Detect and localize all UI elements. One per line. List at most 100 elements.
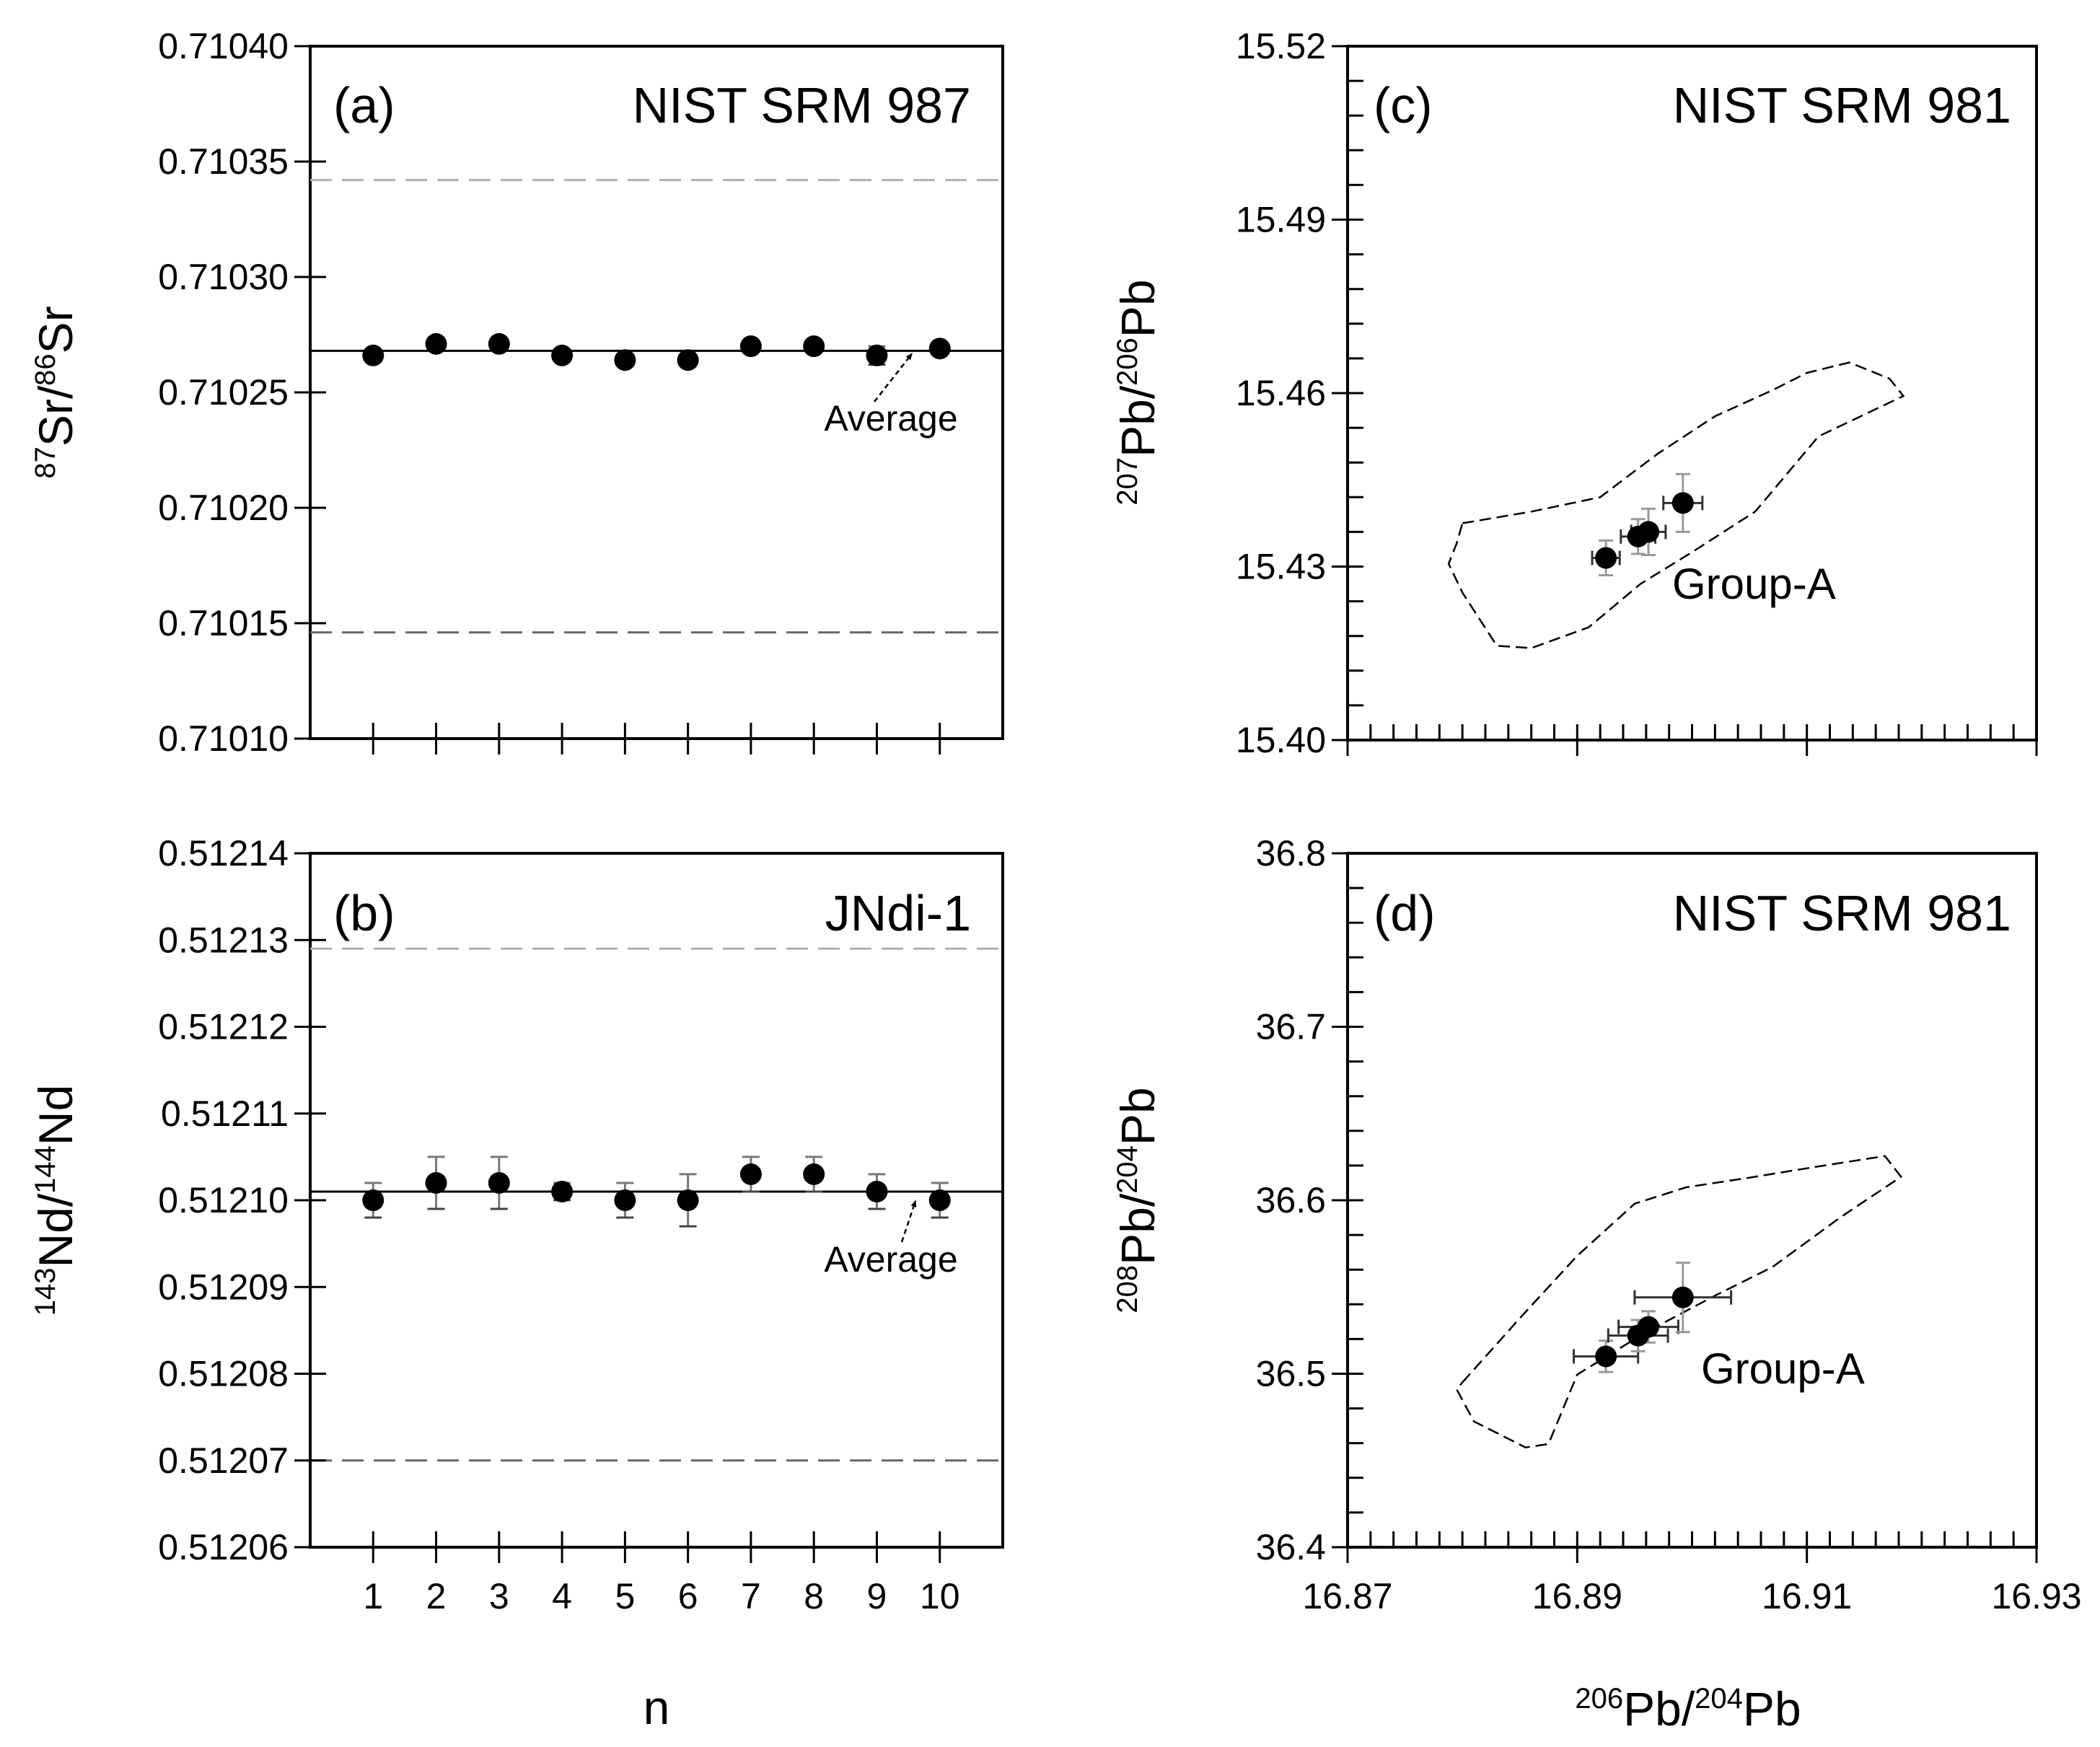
y-axis-title-base1: Pb/ xyxy=(1111,385,1164,457)
y-tick-labels: 15.40 15.43 15.46 15.49 15.52 xyxy=(1236,26,1326,760)
y-tick-label: 0.71010 xyxy=(158,718,289,759)
x-axis-title-base1: Pb/ xyxy=(1623,1682,1695,1735)
data-point xyxy=(928,338,951,360)
y-axis-title-sup1: 207 xyxy=(1112,457,1143,506)
data-point xyxy=(1595,1345,1617,1368)
data-point xyxy=(551,1180,574,1202)
standard-name: NIST SRM 981 xyxy=(1673,77,2011,133)
x-tick-label: 1 xyxy=(363,1576,383,1616)
y-tick-labels: 36.4 36.5 36.6 36.7 36.8 xyxy=(1256,833,1326,1567)
y-tick-label: 36.4 xyxy=(1256,1527,1326,1567)
y-axis-title-sup2: 86 xyxy=(30,353,61,386)
x-axis-title: n xyxy=(643,1681,670,1734)
panel-c-pb207-chart: 15.40 15.43 15.46 15.49 15.52 (c) NIST SRM 9… xyxy=(1111,26,2038,760)
standard-name: NIST SRM 981 xyxy=(1673,885,2011,941)
y-axis-title-base2: Nd xyxy=(29,1085,82,1145)
limit-lines xyxy=(310,947,1003,1462)
data-points xyxy=(362,333,951,371)
axis-ticks xyxy=(294,45,941,754)
plot-frame xyxy=(1346,852,2038,1549)
plot-frame xyxy=(309,852,1004,1549)
panel-a-sr-isotope-chart: 0.71010 0.71015 0.71020 0.71025 0.71030 0.710… xyxy=(29,26,1004,759)
x-axis-title: 206Pb/204Pb xyxy=(1575,1682,1801,1735)
x-tick-label: 10 xyxy=(920,1576,960,1616)
y-tick-label: 0.51211 xyxy=(161,1093,289,1134)
y-tick-label: 36.6 xyxy=(1256,1180,1326,1220)
data-point xyxy=(1671,492,1694,514)
average-annotation: Average xyxy=(824,1239,957,1280)
x-tick-labels: 1 2 3 4 5 6 7 8 9 10 xyxy=(363,1576,959,1616)
y-tick-label: 0.51213 xyxy=(158,920,289,960)
envelope-outline xyxy=(1455,1155,1903,1448)
envelope-outline xyxy=(1447,361,1905,649)
data-point xyxy=(425,1171,447,1194)
group-label: Group-A xyxy=(1701,1345,1865,1393)
x-tick-label: 7 xyxy=(741,1576,761,1616)
y-tick-label: 15.40 xyxy=(1236,720,1326,760)
y-axis-title: 87Sr/86Sr xyxy=(29,306,82,478)
y-tick-label: 0.51206 xyxy=(158,1527,289,1567)
x-tick-label: 2 xyxy=(426,1576,447,1616)
y-axis-title-sup1: 143 xyxy=(30,1268,61,1316)
y-tick-label: 0.71040 xyxy=(158,26,289,66)
y-tick-label: 0.51214 xyxy=(158,833,289,874)
x-axis-title-base2: Pb xyxy=(1743,1682,1801,1735)
y-tick-label: 15.43 xyxy=(1236,547,1326,587)
y-tick-labels: 0.71010 0.71015 0.71020 0.71025 0.71030 0.710… xyxy=(158,26,289,759)
panel-tag: (a) xyxy=(333,77,395,133)
error-bars xyxy=(364,340,949,366)
x-tick-label: 5 xyxy=(615,1576,635,1616)
y-tick-label: 0.51208 xyxy=(158,1354,289,1394)
x-tick-label: 8 xyxy=(804,1576,824,1616)
data-point xyxy=(1638,521,1660,543)
panel-tag: (b) xyxy=(333,885,395,941)
data-point xyxy=(677,1189,699,1211)
panel-b-nd-isotope-chart: 0.51206 0.51207 0.51208 0.51209 0.51210 0.512… xyxy=(29,833,1004,1734)
average-arrow xyxy=(874,353,913,402)
limit-lines xyxy=(310,179,1003,634)
data-point xyxy=(362,344,385,366)
x-tick-labels: 16.87 16.89 16.91 16.93 xyxy=(1302,1576,2081,1616)
y-axis-title-sup1: 208 xyxy=(1112,1265,1143,1313)
y-axis-title-base1: Pb/ xyxy=(1111,1193,1164,1265)
panel-d-pb208-chart: 36.4 36.5 36.6 36.7 36.8 16.87 16.89 16.91 16.9… xyxy=(1111,833,2082,1735)
y-tick-label: 15.49 xyxy=(1236,200,1326,240)
axis-ticks xyxy=(1332,45,2038,756)
data-point xyxy=(803,1163,825,1185)
x-tick-label: 16.89 xyxy=(1532,1576,1622,1616)
y-axis-title: 207Pb/206Pb xyxy=(1111,279,1164,505)
data-point xyxy=(1638,1316,1660,1338)
data-point xyxy=(677,349,699,371)
y-axis-title-sup2: 144 xyxy=(30,1145,61,1194)
x-tick-label: 3 xyxy=(489,1576,509,1616)
y-tick-label: 0.71015 xyxy=(158,603,289,643)
y-tick-label: 36.8 xyxy=(1256,833,1326,874)
x-axis-title-sup2: 204 xyxy=(1695,1683,1743,1715)
data-point xyxy=(1671,1286,1694,1308)
y-axis-title-sup2: 206 xyxy=(1112,338,1143,386)
x-tick-label: 4 xyxy=(552,1576,572,1616)
standard-name: NIST SRM 987 xyxy=(633,77,971,133)
y-axis-title: 143Nd/144Nd xyxy=(29,1085,82,1316)
y-tick-label: 0.71030 xyxy=(158,257,289,297)
y-tick-label: 0.71035 xyxy=(158,141,289,182)
y-axis-title-sup2: 204 xyxy=(1112,1145,1143,1194)
group-a-envelope xyxy=(1455,1155,1903,1448)
data-point xyxy=(1595,547,1617,569)
average-arrow xyxy=(900,1200,917,1243)
y-tick-label: 0.71020 xyxy=(158,488,289,528)
y-axis-title: 208Pb/204Pb xyxy=(1111,1087,1164,1313)
y-tick-label: 0.51212 xyxy=(158,1007,289,1047)
data-point xyxy=(362,1189,385,1211)
data-point xyxy=(928,1189,951,1211)
y-axis-title-base1: Nd/ xyxy=(29,1193,82,1267)
plot-frame xyxy=(309,45,1004,740)
y-axis-title-base1: Sr/ xyxy=(29,385,82,446)
x-tick-label: 16.87 xyxy=(1302,1576,1392,1616)
x-tick-label: 16.91 xyxy=(1762,1576,1852,1616)
axis-ticks xyxy=(1332,852,2038,1563)
data-point xyxy=(614,349,636,371)
y-tick-label: 36.7 xyxy=(1256,1007,1326,1047)
data-point xyxy=(551,344,574,366)
x-tick-label: 6 xyxy=(678,1576,698,1616)
